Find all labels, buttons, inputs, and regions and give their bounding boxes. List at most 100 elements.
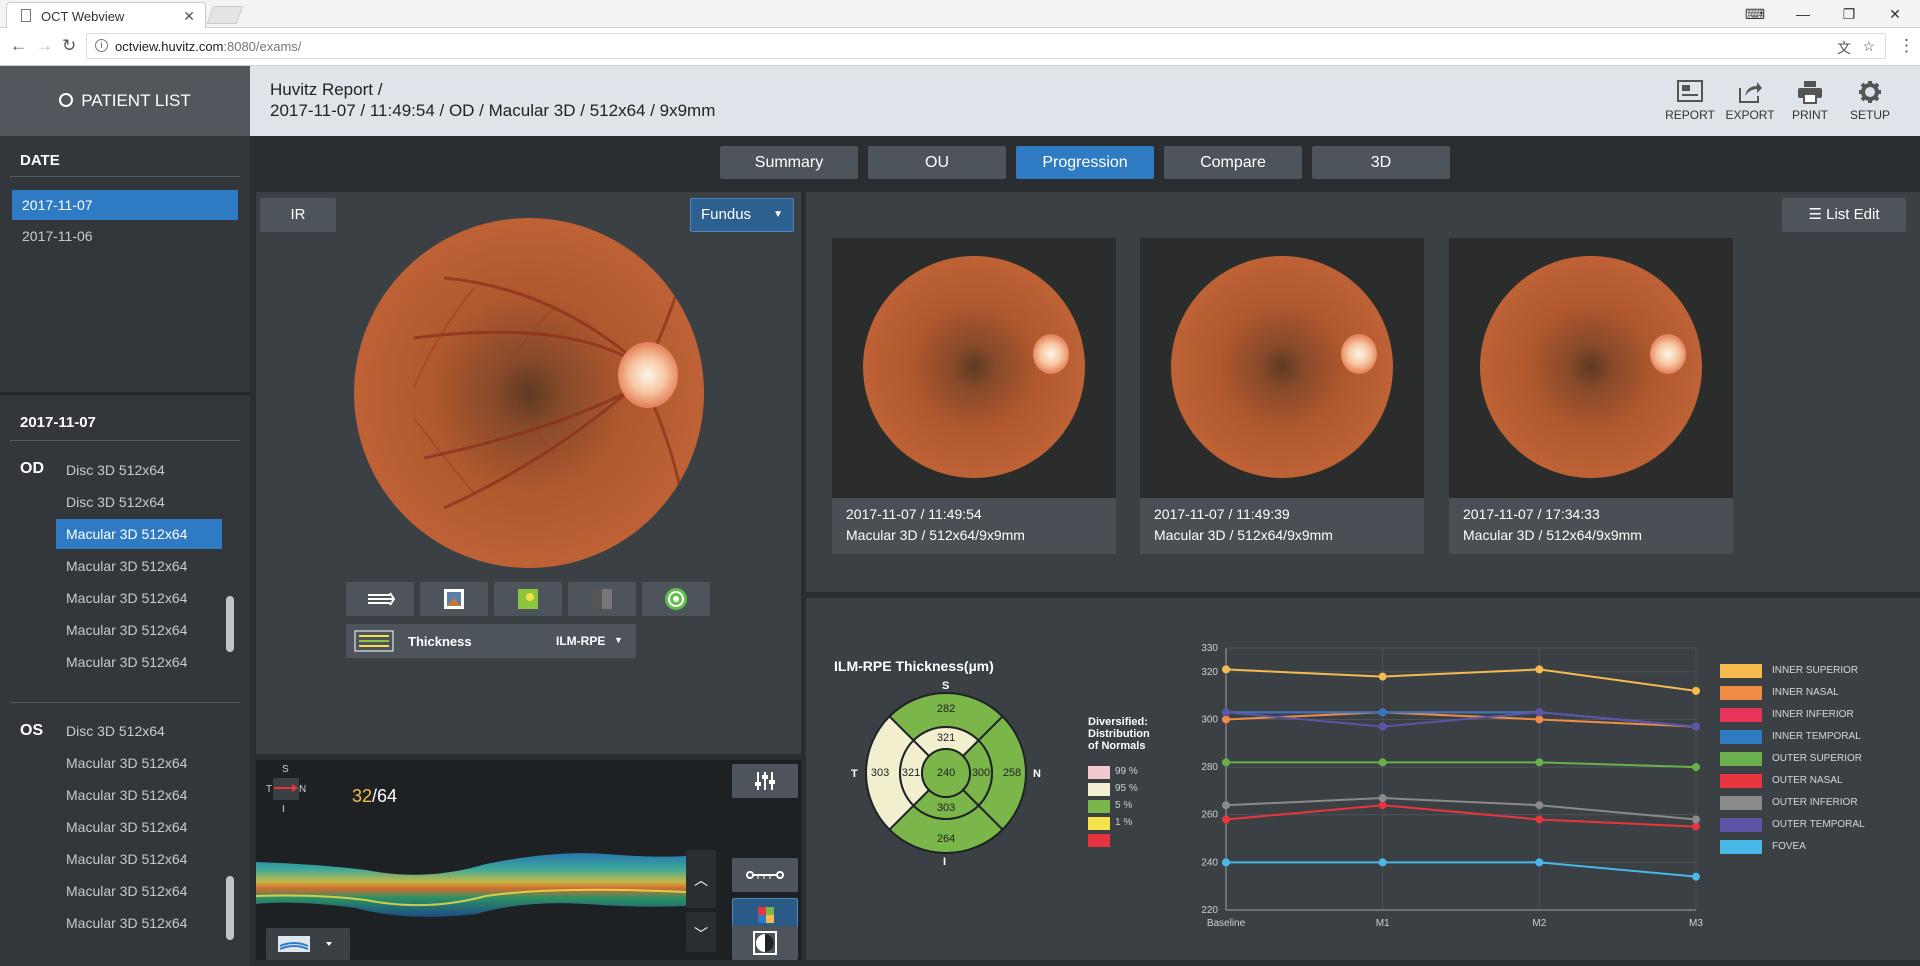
- scan-item[interactable]: Macular 3D 512x64: [66, 654, 188, 670]
- adjust-button[interactable]: [732, 764, 798, 798]
- bscan-mode-select[interactable]: [266, 928, 350, 960]
- data-point: [1535, 758, 1544, 767]
- legend-swatch: [1720, 774, 1762, 788]
- outer-temporal-value: 303: [871, 767, 889, 779]
- data-point: [1378, 758, 1387, 767]
- x-tick-label: M3: [1689, 918, 1703, 929]
- ruler-button[interactable]: [732, 858, 798, 892]
- thumbnails-panel: ☰ List Edit 2017-11-07 / 11:49:54 Macula…: [806, 192, 1920, 592]
- chevron-down-icon: ▼: [773, 209, 783, 220]
- tab-compare[interactable]: Compare: [1164, 146, 1302, 179]
- series-line: [1225, 711, 1697, 728]
- list-edit-label: List Edit: [1826, 206, 1880, 223]
- date-item[interactable]: 2017-11-07: [12, 190, 238, 220]
- scan-item[interactable]: Macular 3D 512x64: [66, 819, 188, 835]
- scan-item[interactable]: Macular 3D 512x64: [66, 915, 188, 931]
- tab-summary[interactable]: Summary: [720, 146, 858, 179]
- inner-temporal-value: 321: [902, 767, 920, 779]
- star-icon[interactable]: ☆: [1862, 38, 1875, 54]
- report-title: Huvitz Report /: [270, 80, 383, 99]
- thumbnail-card[interactable]: 2017-11-07 / 11:49:54 Macular 3D / 512x6…: [832, 238, 1116, 554]
- distribution-label: 1 %: [1115, 817, 1133, 828]
- fundus-tools: [346, 582, 710, 616]
- legend-swatch: [1720, 664, 1762, 678]
- setup-button[interactable]: SETUP: [1840, 74, 1900, 130]
- y-tick-label: 300: [1201, 714, 1218, 725]
- scan-item[interactable]: Disc 3D 512x64: [66, 723, 165, 739]
- fundus-select[interactable]: Fundus ▼: [690, 198, 794, 232]
- scroll-up-button[interactable]: ︿: [686, 850, 716, 908]
- date-item[interactable]: 2017-11-06: [22, 228, 93, 244]
- thumbnail-card[interactable]: 2017-11-07 / 11:49:39 Macular 3D / 512x6…: [1140, 238, 1424, 554]
- reload-icon[interactable]: ↻: [62, 36, 77, 55]
- thickness-select[interactable]: Thickness ILM-RPE ▼: [346, 624, 636, 658]
- ir-button[interactable]: IR: [260, 198, 336, 232]
- grayscale-tool-icon[interactable]: [568, 582, 636, 616]
- scan-item[interactable]: Macular 3D 512x64: [66, 755, 188, 771]
- fundus-image[interactable]: [354, 218, 704, 568]
- print-button[interactable]: PRINT: [1780, 74, 1840, 130]
- tab-3d[interactable]: 3D: [1312, 146, 1450, 179]
- fundus-select-value: Fundus: [701, 206, 752, 223]
- back-icon[interactable]: ←: [10, 36, 27, 55]
- cast-icon[interactable]: ⌨: [1744, 6, 1766, 22]
- series-line: [1226, 861, 1697, 878]
- legend-label: OUTER NASAL: [1772, 775, 1843, 786]
- report-button[interactable]: REPORT: [1660, 74, 1720, 130]
- outer-superior-value: 282: [937, 703, 955, 715]
- scan-item[interactable]: Macular 3D 512x64: [66, 883, 188, 899]
- image-tool-icon[interactable]: [420, 582, 488, 616]
- fundus-panel: IR Fundus ▼: [256, 192, 801, 754]
- data-point: [1535, 665, 1544, 674]
- minimize-button[interactable]: —: [1796, 6, 1810, 22]
- layers-icon: [354, 630, 394, 652]
- bscan-image[interactable]: [256, 834, 686, 924]
- os-scrollbar[interactable]: [226, 876, 234, 940]
- tab-ou[interactable]: OU: [868, 146, 1006, 179]
- bscan-mode-icon: [278, 936, 332, 952]
- scan-item[interactable]: Macular 3D 512x64: [66, 851, 188, 867]
- scan-item[interactable]: Macular 3D 512x64: [56, 519, 222, 549]
- grid-tool-icon[interactable]: [642, 582, 710, 616]
- thumbnail-image: [832, 238, 1116, 498]
- ruler-icon: [746, 871, 784, 879]
- contrast-button[interactable]: [732, 926, 798, 960]
- new-tab-button[interactable]: [206, 6, 244, 24]
- thumbnail-card[interactable]: 2017-11-07 / 17:34:33 Macular 3D / 512x6…: [1449, 238, 1733, 554]
- legend-label: INNER INFERIOR: [1772, 709, 1854, 720]
- thumbnail-datetime: 2017-11-07 / 11:49:54: [846, 506, 982, 522]
- scan-item[interactable]: Disc 3D 512x64: [66, 494, 165, 510]
- chart-legend: INNER SUPERIOR INNER NASAL INNER INFERIOR I…: [1720, 664, 1910, 884]
- menu-icon[interactable]: ⋮: [1898, 36, 1915, 55]
- layer-select-value: ILM-RPE: [556, 634, 606, 648]
- browser-tab[interactable]: OCT Webview ✕: [6, 2, 206, 28]
- thumbnail-desc: Macular 3D / 512x64/9x9mm: [1154, 527, 1333, 543]
- arrow-tool-icon[interactable]: [346, 582, 414, 616]
- overlay-tool-icon[interactable]: [494, 582, 562, 616]
- url-path: :8080/exams/: [223, 39, 302, 54]
- address-bar[interactable]: i octview.huvitz.com:8080/exams/ 文 ☆: [86, 33, 1886, 59]
- x-tick-label: M1: [1376, 918, 1390, 929]
- scan-item[interactable]: Disc 3D 512x64: [66, 462, 165, 478]
- legend-swatch: [1720, 818, 1762, 832]
- data-point: [1535, 801, 1544, 810]
- inner-superior-value: 321: [937, 732, 955, 744]
- y-tick-label: 320: [1201, 667, 1218, 678]
- forward-icon[interactable]: →: [36, 36, 53, 55]
- scan-item[interactable]: Macular 3D 512x64: [66, 558, 188, 574]
- od-scrollbar[interactable]: [226, 596, 234, 652]
- scan-item[interactable]: Macular 3D 512x64: [66, 787, 188, 803]
- info-icon[interactable]: i: [95, 39, 108, 52]
- tab-close-icon[interactable]: ✕: [183, 8, 195, 24]
- maximize-button[interactable]: ❐: [1842, 6, 1856, 22]
- scroll-down-button[interactable]: ﹀: [686, 912, 716, 952]
- browser-address-row: ← → ↻ i octview.huvitz.com:8080/exams/ 文…: [0, 28, 1920, 66]
- scan-item[interactable]: Macular 3D 512x64: [66, 590, 188, 606]
- patient-list-button[interactable]: PATIENT LIST: [0, 66, 250, 136]
- list-edit-button[interactable]: ☰ List Edit: [1782, 198, 1906, 232]
- translate-icon[interactable]: 文: [1837, 40, 1851, 56]
- scan-item[interactable]: Macular 3D 512x64: [66, 622, 188, 638]
- tab-progression[interactable]: Progression: [1016, 146, 1154, 179]
- export-button[interactable]: EXPORT: [1720, 74, 1780, 130]
- close-window-button[interactable]: ✕: [1889, 6, 1901, 22]
